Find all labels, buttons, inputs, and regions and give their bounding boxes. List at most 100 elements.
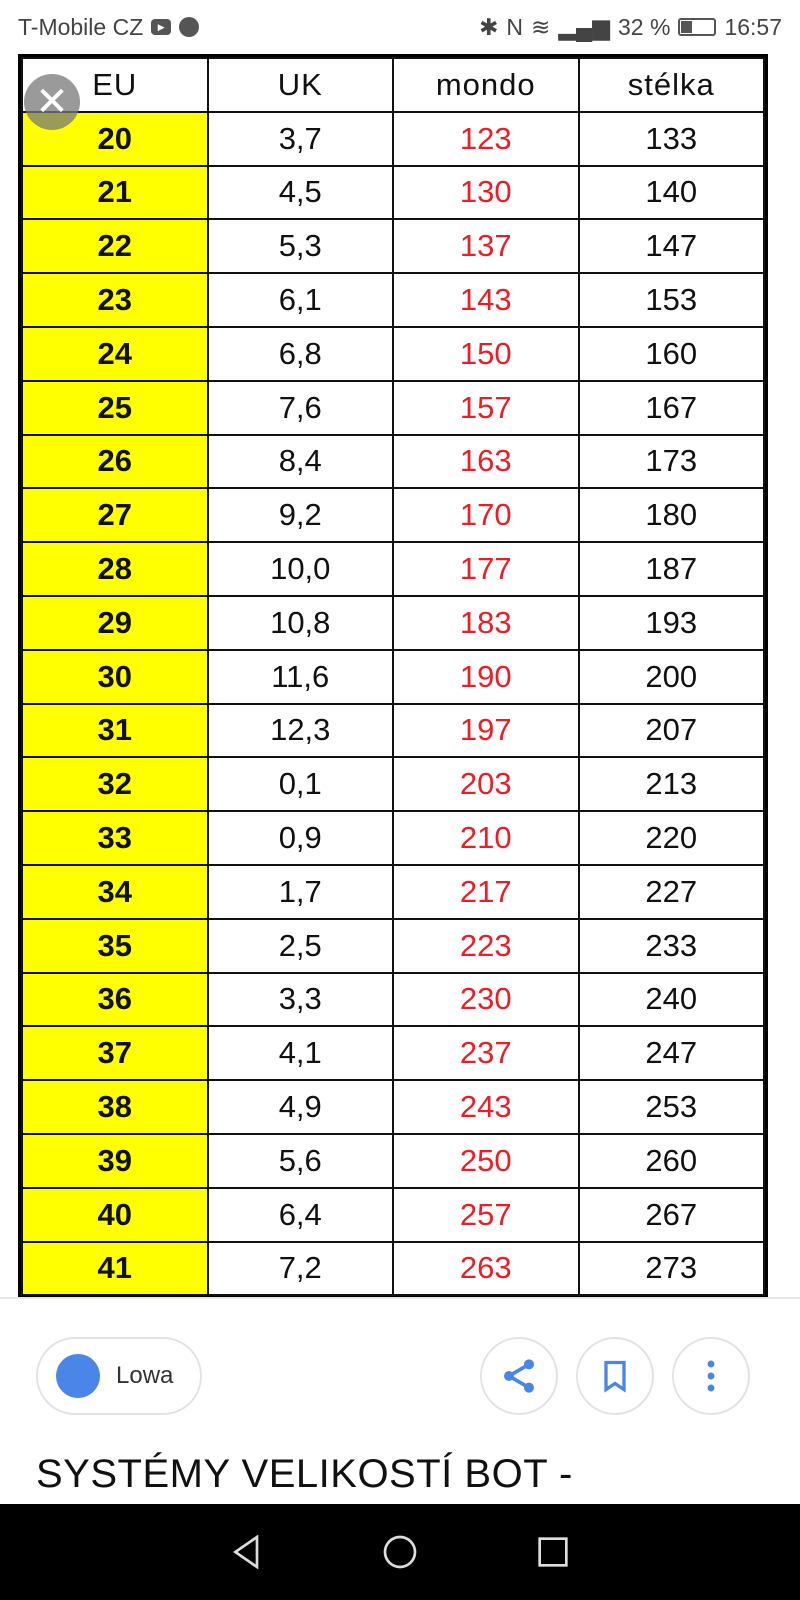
cell-mondo: 243 [392, 1079, 580, 1135]
cell-mondo: 163 [392, 433, 580, 490]
cell-eu: 28 [21, 541, 209, 597]
source-chip[interactable]: Lowa [36, 1337, 202, 1415]
table-row: 36 3,3 230 240 [21, 971, 765, 1028]
back-icon[interactable] [227, 1532, 267, 1572]
wifi-icon: ≋ [531, 13, 551, 40]
share-button[interactable] [480, 1337, 558, 1415]
table-row: 38 4,9 243 253 [21, 1079, 765, 1135]
cell-mondo: 197 [392, 702, 580, 759]
cell-eu: 34 [21, 863, 209, 920]
cell-eu: 29 [21, 594, 209, 651]
header-stelka: stélka [577, 57, 765, 113]
signal-icon: ▂▄▆ [558, 13, 610, 40]
cell-eu: 35 [21, 917, 209, 974]
home-icon[interactable] [380, 1532, 420, 1572]
cell-stelka: 147 [577, 218, 765, 275]
cell-stelka: 253 [577, 1079, 765, 1135]
table-row: 22 5,3 137 147 [21, 218, 765, 275]
table-row: 34 1,7 217 227 [21, 863, 765, 920]
table-row: 31 12,3 197 207 [21, 702, 765, 759]
cell-uk: 6,8 [206, 325, 394, 382]
cell-uk: 10,0 [206, 541, 394, 597]
carrier: T-Mobile CZ [18, 13, 144, 40]
cell-mondo: 123 [392, 110, 580, 167]
cell-eu: 23 [21, 272, 209, 328]
close-button[interactable]: ✕ [24, 74, 80, 130]
cell-eu: 41 [21, 1240, 209, 1297]
table-row: 26 8,4 163 173 [21, 433, 765, 490]
cell-mondo: 170 [392, 487, 580, 544]
cell-uk: 5,3 [206, 218, 394, 275]
cell-stelka: 220 [577, 810, 765, 866]
header-uk: UK [206, 57, 394, 113]
cell-uk: 12,3 [206, 702, 394, 759]
cell-stelka: 240 [577, 971, 765, 1028]
cell-stelka: 247 [577, 1025, 765, 1082]
cell-stelka: 227 [577, 863, 765, 920]
cell-uk: 4,1 [206, 1025, 394, 1082]
cell-stelka: 140 [577, 164, 765, 221]
cell-eu: 37 [21, 1025, 209, 1082]
save-button[interactable] [576, 1337, 654, 1415]
cell-uk: 0,9 [206, 810, 394, 866]
cell-eu: 33 [21, 810, 209, 866]
table-row: 24 6,8 150 160 [21, 325, 765, 382]
cell-uk: 3,7 [206, 110, 394, 167]
cell-mondo: 203 [392, 756, 580, 813]
table-row: 39 5,6 250 260 [21, 1132, 765, 1189]
table-row: 27 9,2 170 180 [21, 487, 765, 544]
cell-mondo: 250 [392, 1132, 580, 1189]
cell-uk: 5,6 [206, 1132, 394, 1189]
source-label: Lowa [116, 1362, 174, 1389]
table-row: 41 7,2 263 273 [21, 1240, 765, 1297]
table-row: 30 11,6 190 200 [21, 648, 765, 705]
battery-icon [678, 18, 717, 36]
cell-uk: 0,1 [206, 756, 394, 813]
cell-eu: 27 [21, 487, 209, 544]
cell-eu: 32 [21, 756, 209, 813]
cell-eu: 38 [21, 1079, 209, 1135]
cell-stelka: 207 [577, 702, 765, 759]
cell-uk: 6,4 [206, 1186, 394, 1243]
cell-stelka: 200 [577, 648, 765, 705]
cell-mondo: 137 [392, 218, 580, 275]
cell-mondo: 210 [392, 810, 580, 866]
cell-mondo: 257 [392, 1186, 580, 1243]
cell-eu: 40 [21, 1186, 209, 1243]
table-row: 33 0,9 210 220 [21, 810, 765, 866]
result-title[interactable]: SYSTÉMY VELIKOSTÍ BOT - [36, 1452, 573, 1496]
more-button[interactable] [672, 1337, 750, 1415]
size-table: EU UK mondo stélka 20 3,7 123 133 21 4,5 130 14… [21, 57, 765, 1297]
size-chart-image[interactable]: EU UK mondo stélka 20 3,7 123 133 21 4,5 130 14… [18, 54, 768, 1297]
table-row: 21 4,5 130 140 [21, 164, 765, 221]
cell-eu: 26 [21, 433, 209, 490]
table-row: 29 10,8 183 193 [21, 594, 765, 651]
cell-stelka: 213 [577, 756, 765, 813]
cell-uk: 2,5 [206, 917, 394, 974]
cell-uk: 7,6 [206, 379, 394, 436]
cell-mondo: 150 [392, 325, 580, 382]
cell-mondo: 177 [392, 541, 580, 597]
table-row: 23 6,1 143 153 [21, 272, 765, 328]
cell-uk: 4,5 [206, 164, 394, 221]
cell-mondo: 183 [392, 594, 580, 651]
cell-uk: 8,4 [206, 433, 394, 490]
cell-eu: 39 [21, 1132, 209, 1189]
cell-eu: 22 [21, 218, 209, 275]
cell-eu: 31 [21, 702, 209, 759]
clock: 16:57 [724, 13, 782, 40]
table-row: 20 3,7 123 133 [21, 110, 765, 167]
cell-mondo: 217 [392, 863, 580, 920]
messenger-icon [179, 17, 200, 37]
cell-stelka: 267 [577, 1186, 765, 1243]
cell-uk: 1,7 [206, 863, 394, 920]
cell-eu: 25 [21, 379, 209, 436]
table-row: 32 0,1 203 213 [21, 756, 765, 813]
cell-eu: 21 [21, 164, 209, 221]
cell-stelka: 160 [577, 325, 765, 382]
more-vert-icon [707, 1360, 715, 1392]
recents-icon[interactable] [533, 1532, 573, 1572]
nfc-icon: N [506, 13, 524, 40]
table-row: 25 7,6 157 167 [21, 379, 765, 436]
divider [0, 1297, 800, 1299]
